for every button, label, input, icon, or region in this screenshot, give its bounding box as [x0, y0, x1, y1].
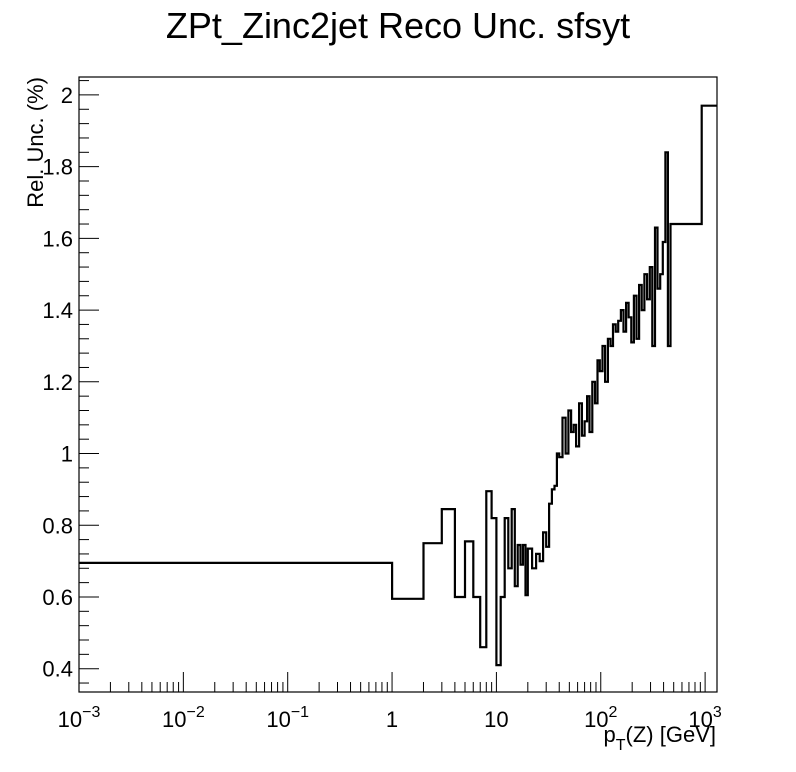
x-tick-label-base: 10 — [584, 707, 608, 732]
x-tick-label: 103 — [688, 704, 721, 732]
x-axis-label: pT(Z) [GeV] — [604, 722, 716, 754]
y-tick-label: 1.2 — [42, 370, 73, 395]
x-tick-label-base: 10 — [484, 707, 508, 732]
x-tick-label-base: 10 — [688, 707, 712, 732]
y-tick-label: 1 — [61, 442, 73, 467]
x-tick-label-exponent: −3 — [82, 704, 100, 721]
x-tick-label-base: 10 — [162, 707, 186, 732]
x-tick-label: 10−1 — [266, 704, 309, 732]
x-tick-label-exponent: −1 — [291, 704, 309, 721]
y-axis-ticks — [79, 80, 99, 684]
x-tick-label: 1 — [386, 707, 398, 732]
x-tick-label-exponent: −2 — [186, 704, 204, 721]
y-axis-label: Rel. Unc. (%) — [23, 77, 48, 208]
x-tick-label-base: 10 — [266, 707, 290, 732]
y-tick-label: 1.8 — [42, 155, 73, 180]
x-tick-label: 102 — [584, 704, 617, 732]
x-tick-label: 10 — [484, 707, 508, 732]
plot-frame — [78, 76, 718, 693]
x-axis-label-sub: T — [616, 737, 626, 754]
x-tick-labels: 10−3 10−2 10−1 1 10 102 103 — [58, 704, 722, 732]
x-tick-label-exponent: 2 — [609, 704, 618, 721]
y-tick-label: 2 — [61, 83, 73, 108]
y-tick-labels: 0.4 0.6 0.8 1 1.2 1.4 1.6 1.8 2 — [42, 83, 73, 682]
x-axis-label-rest: (Z) [GeV] — [626, 722, 716, 747]
y-tick-label: 0.8 — [42, 513, 73, 538]
x-axis-ticks — [78, 672, 706, 692]
x-axis-label-base: p — [604, 722, 616, 747]
y-tick-label: 1.4 — [42, 298, 73, 323]
y-tick-label: 0.4 — [42, 657, 73, 682]
chart-title: ZPt_Zinc2jet Reco Unc. sfsyt — [166, 5, 630, 46]
x-tick-label-base: 10 — [58, 707, 82, 732]
x-tick-label-exponent: 3 — [713, 704, 722, 721]
y-tick-label: 0.6 — [42, 585, 73, 610]
x-tick-label: 10−2 — [162, 704, 205, 732]
series-line — [79, 104, 717, 667]
x-tick-label: 10−3 — [58, 704, 101, 732]
x-tick-label-base: 1 — [386, 707, 398, 732]
y-tick-label: 1.6 — [42, 226, 73, 251]
